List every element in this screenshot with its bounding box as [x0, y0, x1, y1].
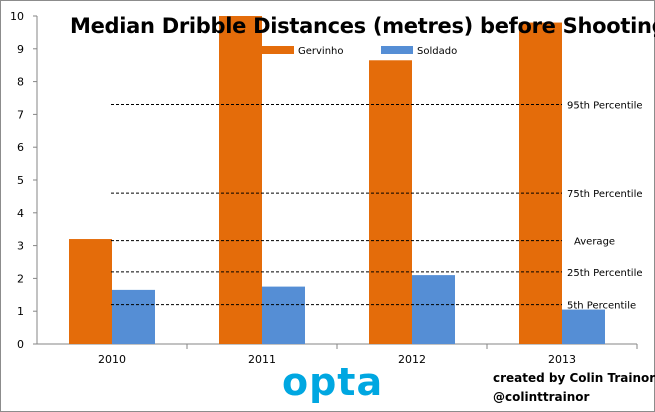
reference-line-label: 25th Percentile [567, 268, 643, 279]
x-tick-label: 2012 [398, 353, 426, 366]
y-tick-label: 2 [17, 272, 24, 285]
y-tick-label: 10 [10, 10, 24, 23]
credit-author: created by Colin Trainor [493, 371, 655, 385]
y-tick-label: 6 [17, 141, 24, 154]
y-tick-label: 0 [17, 338, 24, 351]
reference-line-label: 75th Percentile [567, 189, 643, 200]
y-tick-label: 5 [17, 174, 24, 187]
credit-handle: @colinttrainor [493, 390, 590, 404]
y-tick-label: 8 [17, 76, 24, 89]
y-tick-label: 9 [17, 43, 24, 56]
x-tick-label: 2011 [248, 353, 276, 366]
reference-line-label: 95th Percentile [567, 101, 643, 112]
reference-lines: 95th Percentile 75th Percentile Average 25t… [111, 101, 643, 312]
legend-label: Soldado [417, 46, 457, 57]
bar-gervinho-2013 [519, 22, 562, 345]
y-tick-label: 1 [17, 305, 24, 318]
bar-gervinho-2011 [219, 16, 262, 344]
chart-title: Median Dribble Distances (metres) before… [70, 14, 655, 38]
legend-swatch [381, 46, 413, 54]
bar-soldado-2013 [562, 309, 605, 344]
bar-soldado-2010 [112, 289, 155, 344]
reference-line-label: 5th Percentile [567, 301, 636, 312]
bar-gervinho-2012 [369, 60, 412, 344]
bar-soldado-2011 [262, 286, 305, 344]
y-tick-label: 7 [17, 108, 24, 121]
y-tick-label: 3 [17, 240, 24, 253]
x-tick-label: 2013 [548, 353, 576, 366]
y-tick-label: 4 [17, 207, 24, 220]
bar-soldado-2012 [412, 275, 455, 344]
opta-logo: opta [282, 360, 384, 404]
legend-swatch [262, 46, 294, 54]
bar-gervinho-2010 [69, 239, 112, 344]
x-tick-label: 2010 [98, 353, 126, 366]
legend-label: Gervinho [298, 46, 344, 57]
legend: Gervinho Soldado [262, 46, 457, 57]
bars [69, 16, 605, 345]
reference-line-label: Average [574, 237, 615, 248]
